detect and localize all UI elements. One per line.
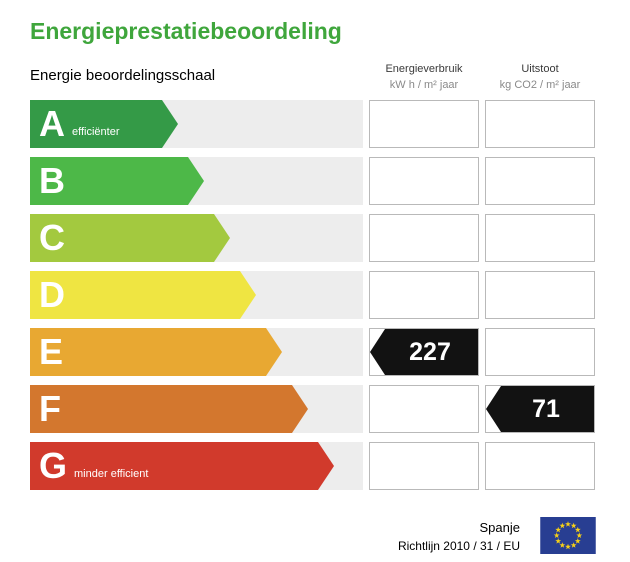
band-cell-d: D	[30, 271, 363, 319]
energy-rating-chart: Energie beoordelingsschaal Energieverbru…	[30, 58, 595, 499]
band-letter-c: C	[39, 217, 65, 258]
emission-value: 71	[532, 394, 560, 423]
energy-cell-f	[369, 385, 479, 433]
band-letter-e: E	[39, 331, 64, 372]
column-header-energy-unit: kW h / m² jaar	[389, 79, 459, 91]
footer: Spanje Richtlijn 2010 / 31 / EU	[398, 517, 596, 554]
footer-text: Spanje Richtlijn 2010 / 31 / EU	[398, 517, 520, 553]
band-row-c: C	[30, 214, 595, 262]
band-label-g: minder efficient	[74, 468, 149, 480]
band-arrow-b: B	[30, 157, 204, 205]
band-letter-a: A	[39, 103, 65, 144]
energy-value-indicator: 227	[370, 329, 478, 375]
band-row-d: D	[30, 271, 595, 319]
energy-cell-d	[369, 271, 479, 319]
band-row-e: E 227	[30, 328, 595, 376]
eu-flag-icon	[540, 517, 596, 554]
energy-cell-e: 227	[369, 328, 479, 376]
table-header: Energie beoordelingsschaal Energieverbru…	[30, 58, 595, 100]
column-header-energy-title: Energieverbruik	[385, 63, 463, 75]
band-letter-b: B	[39, 160, 65, 201]
energy-cell-a	[369, 100, 479, 148]
country-label: Spanje	[479, 520, 520, 535]
page-title: Energieprestatiebeoordeling	[30, 18, 342, 44]
emission-cell-c	[485, 214, 595, 262]
column-header-emission-unit: kg CO2 / m² jaar	[499, 79, 581, 91]
band-cell-c: C	[30, 214, 363, 262]
energy-value: 227	[409, 337, 451, 366]
emission-cell-d	[485, 271, 595, 319]
emission-cell-e	[485, 328, 595, 376]
band-letter-d: D	[39, 274, 65, 315]
band-label-a: efficiënter	[72, 126, 120, 138]
column-header-energy: Energieverbruik kW h / m² jaar	[369, 58, 479, 91]
emission-cell-g	[485, 442, 595, 490]
emission-cell-f: 71	[485, 385, 595, 433]
band-row-f: F 71	[30, 385, 595, 433]
column-header-emission: Uitstoot kg CO2 / m² jaar	[485, 58, 595, 91]
directive-label: Richtlijn 2010 / 31 / EU	[397, 539, 520, 553]
energy-cell-g	[369, 442, 479, 490]
band-arrow-e: E	[30, 328, 282, 376]
band-letter-g: G	[39, 445, 68, 486]
emission-cell-a	[485, 100, 595, 148]
band-arrow-c: C	[30, 214, 230, 262]
band-arrow-f: F	[30, 385, 308, 433]
energy-cell-b	[369, 157, 479, 205]
band-cell-f: F	[30, 385, 363, 433]
band-row-b: B	[30, 157, 595, 205]
emission-cell-b	[485, 157, 595, 205]
band-arrow-d: D	[30, 271, 256, 319]
emission-value-indicator: 71	[486, 386, 594, 432]
energy-cell-c	[369, 214, 479, 262]
scale-header: Energie beoordelingsschaal	[30, 67, 216, 84]
band-cell-b: B	[30, 157, 363, 205]
band-letter-f: F	[39, 388, 61, 429]
band-cell-e: E	[30, 328, 363, 376]
column-header-emission-title: Uitstoot	[521, 63, 559, 75]
